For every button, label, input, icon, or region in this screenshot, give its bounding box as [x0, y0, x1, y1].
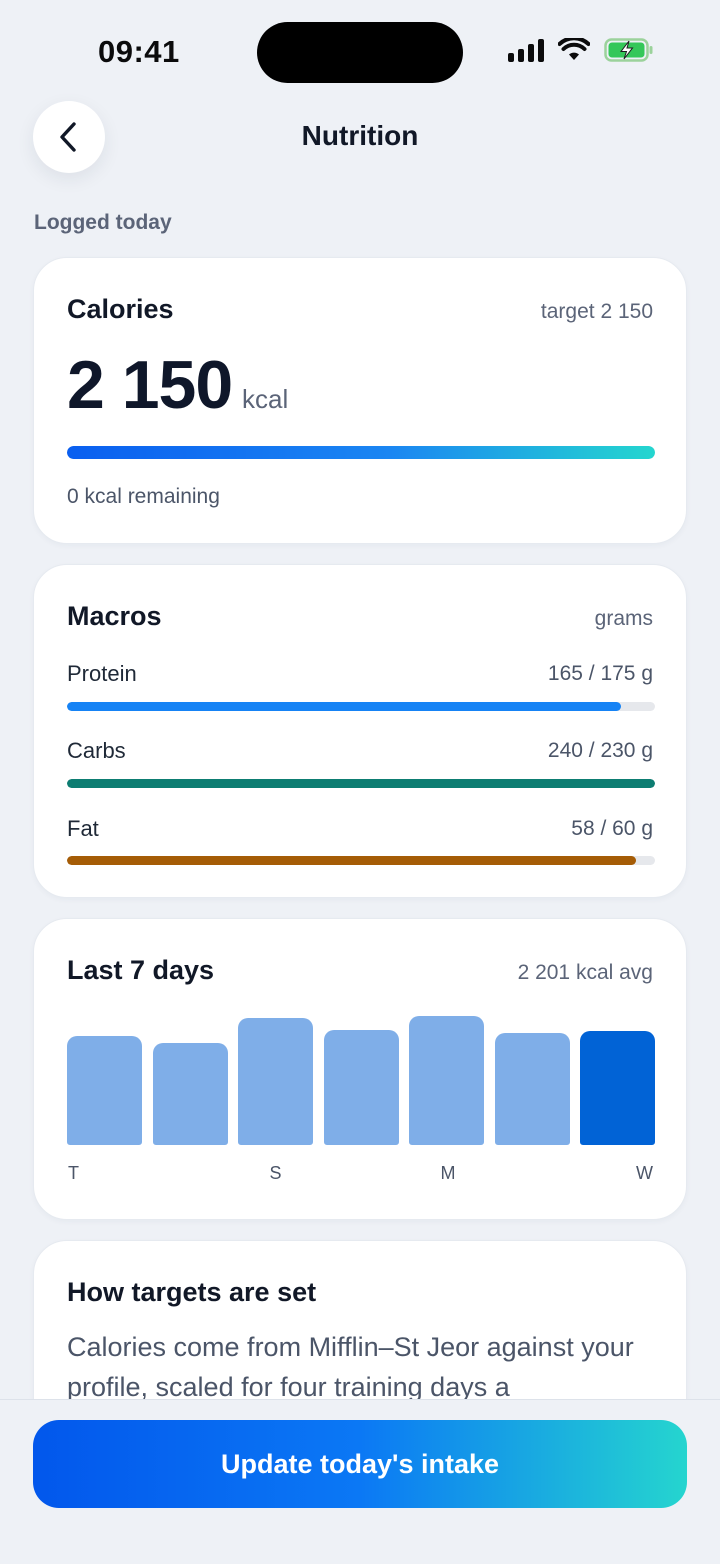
chevron-left-icon — [60, 122, 76, 152]
protein-label: Protein — [67, 661, 137, 686]
week-bar — [323, 1029, 399, 1145]
week-average: 2 201 kcal avg — [517, 961, 653, 984]
calories-value: 2 150 — [67, 347, 233, 423]
status-time: 09:41 — [98, 34, 180, 69]
status-bar: 09:41 — [0, 0, 720, 100]
dynamic-island — [257, 22, 463, 83]
protein-value: 165 / 175 g — [547, 662, 653, 685]
macros-unit-label: grams — [594, 607, 653, 630]
carbs-progress-fill — [67, 779, 655, 788]
bottom-action-bar: Update today's intake — [0, 1399, 720, 1564]
page-title: Nutrition — [301, 120, 419, 151]
fat-label: Fat — [67, 816, 99, 841]
calories-unit: kcal — [242, 384, 289, 414]
carbs-value: 240 / 230 g — [547, 739, 653, 762]
calories-title: Calories — [67, 294, 174, 324]
calories-progress-bar — [67, 446, 655, 459]
week-card: Last 7 days 2 201 kcal avg T S M W — [33, 918, 687, 1220]
calories-card: Calories target 2 150 2 150 kcal 0 kcal … — [33, 257, 687, 544]
calories-remaining: 0 kcal remaining — [67, 485, 220, 508]
week-day-label: W — [636, 1163, 653, 1183]
week-title: Last 7 days — [67, 955, 215, 985]
signal-icon — [508, 38, 544, 62]
update-intake-button[interactable]: Update today's intake — [33, 1420, 687, 1508]
carbs-progress-bar — [67, 779, 655, 788]
macros-title: Macros — [67, 601, 162, 631]
week-day-label: M — [440, 1163, 456, 1183]
week-bar-chart — [67, 1013, 655, 1145]
status-icons — [508, 38, 654, 62]
carbs-label: Carbs — [67, 738, 126, 763]
wifi-icon — [558, 38, 590, 60]
back-button[interactable] — [33, 101, 105, 173]
battery-charging-icon — [604, 38, 653, 62]
week-day-label: S — [269, 1163, 282, 1183]
week-day-label: T — [68, 1163, 79, 1183]
week-bar — [494, 1032, 570, 1145]
info-body: Calories come from Mifflin–St Jeor again… — [67, 1332, 634, 1402]
section-label: Logged today — [34, 211, 172, 234]
calories-progress-fill — [67, 446, 655, 459]
week-bar — [238, 1017, 313, 1145]
info-title: How targets are set — [67, 1277, 317, 1307]
week-bar — [152, 1042, 228, 1145]
week-bar — [580, 1031, 655, 1145]
protein-progress-fill — [67, 702, 622, 711]
macros-card: Macros grams Protein 165 / 175 g Carbs 2… — [33, 564, 687, 898]
fat-progress-bar — [67, 856, 655, 865]
protein-progress-bar — [67, 702, 655, 711]
week-bar — [67, 1036, 142, 1145]
calories-target: target 2 150 — [540, 300, 653, 323]
fat-value: 58 / 60 g — [571, 817, 653, 840]
week-bar — [409, 1016, 484, 1145]
fat-progress-fill — [67, 856, 636, 865]
